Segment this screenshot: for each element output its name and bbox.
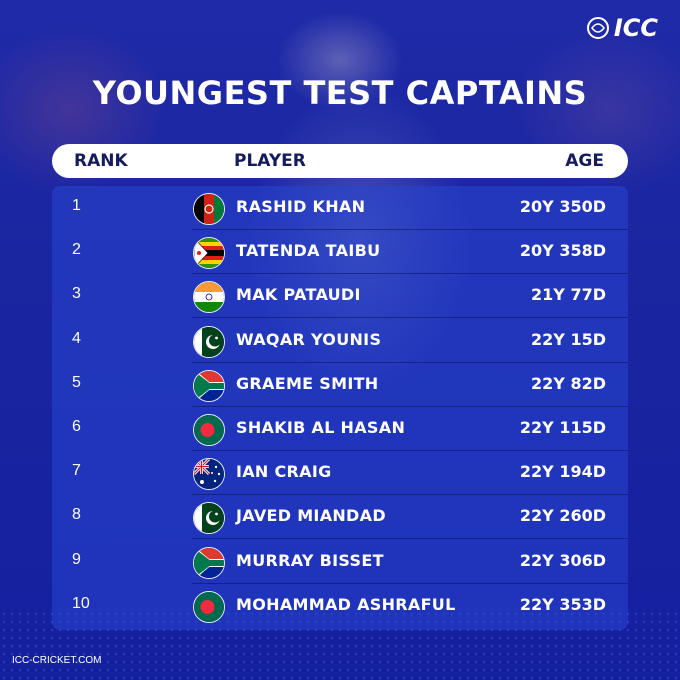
row-divider	[192, 450, 628, 451]
south-africa-flag-icon	[193, 546, 225, 579]
rank-value: 2	[72, 241, 81, 259]
header-rank: RANK	[74, 151, 128, 171]
rank-value: 8	[72, 506, 81, 524]
player-name: MOHAMMAD ASHRAFUL	[236, 594, 456, 614]
footer-url: ICC-CRICKET.COM	[12, 655, 102, 666]
australia-flag-icon	[193, 458, 225, 491]
table-row: 3 MAK PATAUDI 21Y 77D	[52, 274, 628, 319]
age-value: 22Y 260D	[519, 506, 606, 526]
player-name: MAK PATAUDI	[236, 285, 361, 305]
rank-value: 9	[72, 550, 81, 568]
south-africa-flag-icon	[193, 369, 225, 402]
row-divider	[192, 229, 628, 230]
table-row: 5 GRAEME SMITH 22Y 82D	[52, 363, 628, 407]
bangladesh-flag-icon	[193, 590, 225, 623]
india-flag-icon	[193, 281, 225, 314]
player-name: SHAKIB AL HASAN	[236, 418, 406, 437]
row-divider	[192, 582, 628, 584]
table-row: 1 RASHID KHAN 20Y 350D	[52, 186, 628, 230]
row-divider	[192, 317, 628, 319]
afghanistan-flag-icon	[193, 193, 225, 225]
table-row: 10 MOHAMMAD ASHRAFUL 22Y 353D	[52, 584, 628, 628]
table-row: 7 IAN CRAIG 22Y 194D	[52, 451, 628, 496]
rank-value: 4	[72, 329, 81, 347]
pakistan-flag-icon	[193, 502, 225, 535]
player-name: MURRAY BISSET	[236, 550, 384, 570]
player-name: RASHID KHAN	[236, 197, 366, 216]
rankings-table: 1 RASHID KHAN 20Y 350D 2 TATENDA TAIBU 20Y 35…	[52, 186, 628, 630]
row-divider	[192, 405, 628, 407]
age-value: 20Y 358D	[519, 241, 606, 261]
player-name: JAVED MIANDAD	[236, 506, 386, 526]
player-name: GRAEME SMITH	[236, 373, 379, 393]
rank-value: 10	[72, 594, 90, 612]
row-divider	[192, 494, 628, 496]
rank-value: 1	[72, 197, 81, 214]
table-row: 2 TATENDA TAIBU 20Y 358D	[52, 230, 628, 275]
logo-text: ICC	[613, 14, 658, 42]
age-value: 22Y 115D	[519, 418, 606, 437]
age-value: 22Y 82D	[531, 373, 606, 393]
rank-value: 6	[72, 418, 81, 435]
header-player: PLAYER	[234, 151, 306, 171]
zimbabwe-flag-icon	[193, 237, 225, 270]
row-divider	[192, 538, 628, 540]
row-divider	[192, 361, 628, 363]
table-row: 8 JAVED MIANDAD 22Y 260D	[52, 495, 628, 540]
header-age: AGE	[565, 151, 604, 171]
age-value: 22Y 353D	[519, 594, 606, 614]
age-value: 20Y 350D	[519, 197, 606, 216]
bangladesh-flag-icon	[193, 414, 225, 446]
player-name: IAN CRAIG	[236, 462, 332, 482]
rank-value: 3	[72, 285, 81, 303]
page-title: YOUNGEST TEST CAPTAINS	[92, 74, 588, 112]
age-value: 22Y 306D	[519, 550, 606, 570]
table-row: 9 MURRAY BISSET 22Y 306D	[52, 540, 628, 584]
icc-logo: ICC	[586, 14, 658, 42]
age-value: 21Y 77D	[531, 285, 606, 305]
pakistan-flag-icon	[193, 325, 225, 358]
player-name: TATENDA TAIBU	[236, 241, 381, 261]
table-row: 4 WAQAR YOUNIS 22Y 15D	[52, 319, 628, 363]
rank-value: 5	[72, 373, 81, 391]
icc-emblem-icon	[586, 17, 609, 39]
table-row: 6 SHAKIB AL HASAN 22Y 115D	[52, 407, 628, 451]
rank-value: 7	[72, 462, 81, 480]
row-divider	[192, 273, 628, 275]
table-header: RANK PLAYER AGE	[52, 144, 628, 178]
age-value: 22Y 15D	[531, 329, 606, 349]
age-value: 22Y 194D	[519, 462, 606, 482]
player-name: WAQAR YOUNIS	[236, 329, 382, 349]
